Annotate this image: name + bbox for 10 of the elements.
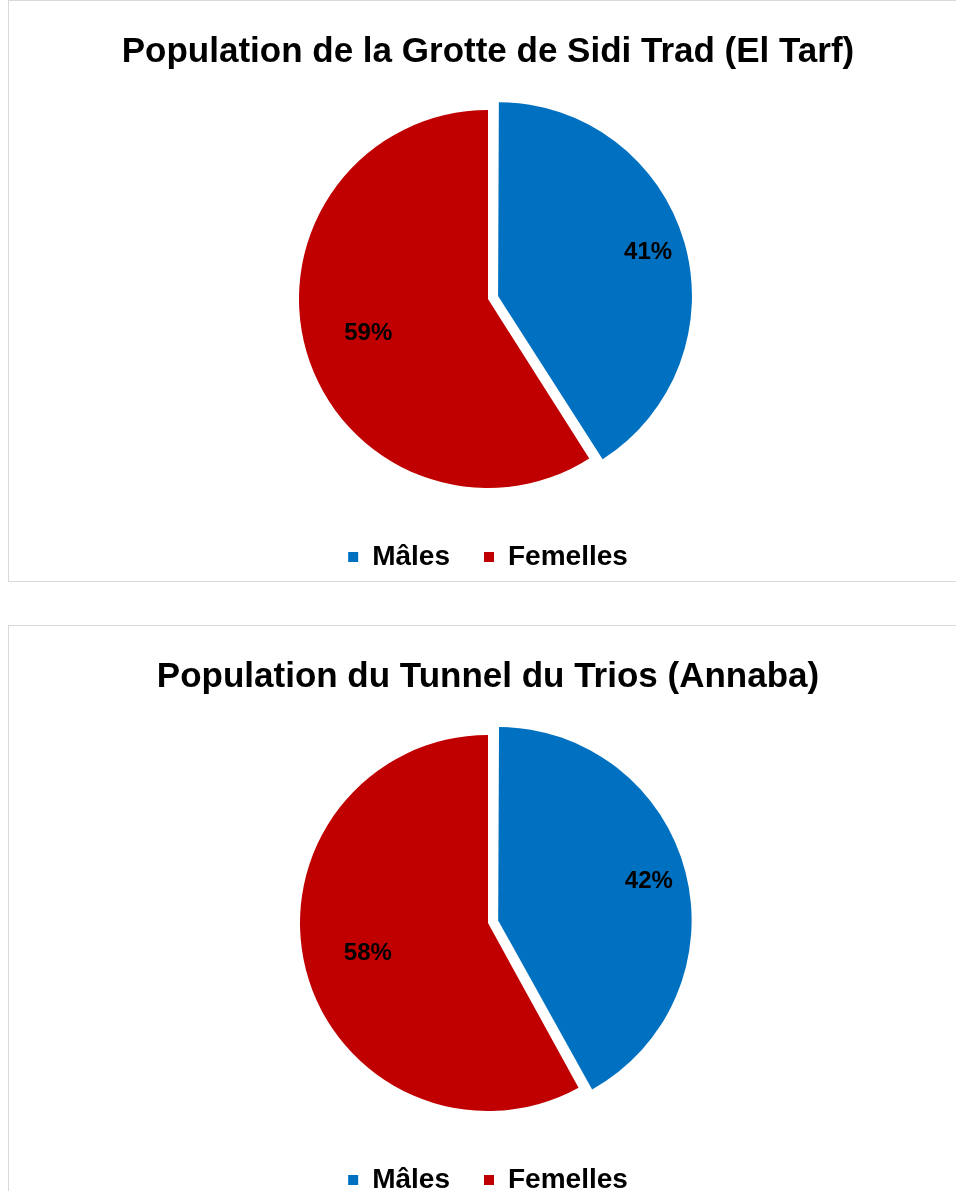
data-label: 58% (343, 938, 392, 966)
legend-label: Mâles (372, 1162, 450, 1191)
data-label: 42% (624, 866, 673, 894)
legend-label: Mâles (372, 539, 450, 571)
legend-label: Femelles (507, 1162, 628, 1191)
chart-title: Population de la Grotte de Sidi Trad (El Tarf) (121, 29, 855, 69)
legend-label: Femelles (507, 539, 628, 571)
data-label: 41% (624, 237, 673, 265)
chart-title: Population du Tunnel du Trios (Annaba) (156, 654, 820, 694)
data-label: 59% (344, 318, 393, 346)
